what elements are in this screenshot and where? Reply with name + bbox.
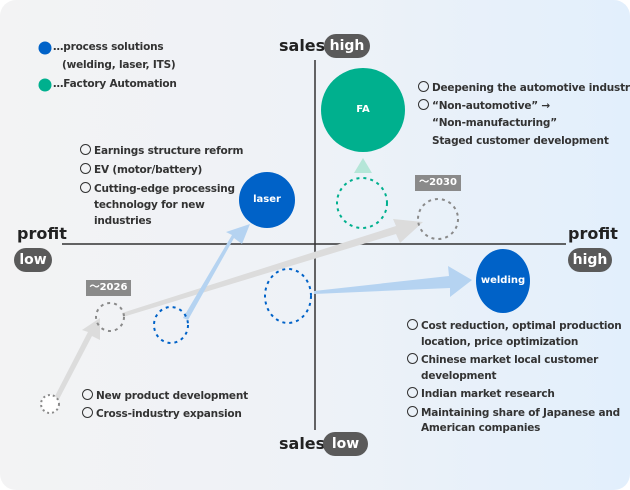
legend-factory-automation: …Factory Automation [53, 78, 177, 90]
new-business-notes: New product development Cross-industry e… [82, 387, 248, 423]
target-2026-dashed-circle [95, 302, 125, 332]
note-item-cont: “Non-manufacturing” [432, 117, 557, 129]
note-item: New product development [82, 387, 248, 405]
note-item: Deepening the automotive industry [418, 80, 630, 98]
legend-teal-dot-icon [38, 78, 52, 92]
fa-bubble [321, 68, 405, 152]
welding-notes: Cost reduction, optimal production locat… [407, 319, 622, 437]
laser-arrow [183, 224, 250, 320]
legend-blue-dot-icon [38, 41, 52, 55]
axis-top-label: sales [279, 36, 326, 55]
note-item: “Non-automotive” → [418, 98, 630, 116]
laser-bubble-label: laser [253, 194, 281, 205]
note-item: Cost reduction, optimal production [407, 319, 622, 335]
axis-left-label: profit [17, 224, 67, 243]
note-item: EV (motor/battery) [80, 162, 243, 178]
note-item: Chinese market local customer [407, 353, 622, 369]
note-item-cont: Staged customer development [432, 134, 609, 147]
note-item-cont: industries [94, 215, 152, 227]
note-item: Indian market research [407, 387, 622, 403]
tag-2030: ～2030 [415, 175, 461, 191]
note-item: Cross-industry expansion [82, 405, 248, 423]
welding-bubble [476, 249, 530, 313]
growth-arrow-grey-short [54, 318, 100, 401]
note-item-cont: American companies [421, 422, 541, 434]
note-item: Earnings structure reform [80, 143, 243, 159]
target-2030-dashed-circle [417, 198, 459, 240]
fa-arrow [354, 158, 372, 173]
tag-2026: ～2026 [86, 280, 131, 296]
note-item: Maintaining share of Japanese and [407, 406, 622, 422]
axis-top-pill: high [324, 34, 370, 58]
axis-right-pill: high [568, 248, 612, 272]
note-item-cont: location, price optimization [421, 335, 579, 348]
laser-bubble [239, 172, 295, 228]
welding-arrow [314, 266, 472, 297]
welding-current-dashed-circle [264, 268, 312, 324]
fa-current-dashed-circle [336, 177, 388, 229]
note-item: Cutting-edge processing [80, 181, 243, 197]
axis-bottom-pill: low [323, 432, 368, 456]
new-business-dashed-circle [40, 394, 60, 414]
growth-arrow-grey-long [122, 219, 423, 317]
welding-bubble-label: welding [480, 275, 526, 286]
axis-right-label: profit [568, 224, 618, 243]
laser-current-dashed-circle [153, 306, 189, 344]
fa-notes: Deepening the automotive industry “Non-a… [418, 80, 630, 150]
laser-notes: Earnings structure reform EV (motor/batt… [80, 143, 243, 229]
axis-left-pill: low [14, 248, 52, 272]
axis-bottom-label: sales [279, 434, 326, 453]
note-item-cont: development [421, 369, 497, 382]
note-item-cont: technology for new [94, 199, 205, 211]
fa-bubble-label: FA [356, 104, 370, 115]
legend-process-solutions: …process solutions (welding, laser, ITS) [53, 41, 176, 71]
